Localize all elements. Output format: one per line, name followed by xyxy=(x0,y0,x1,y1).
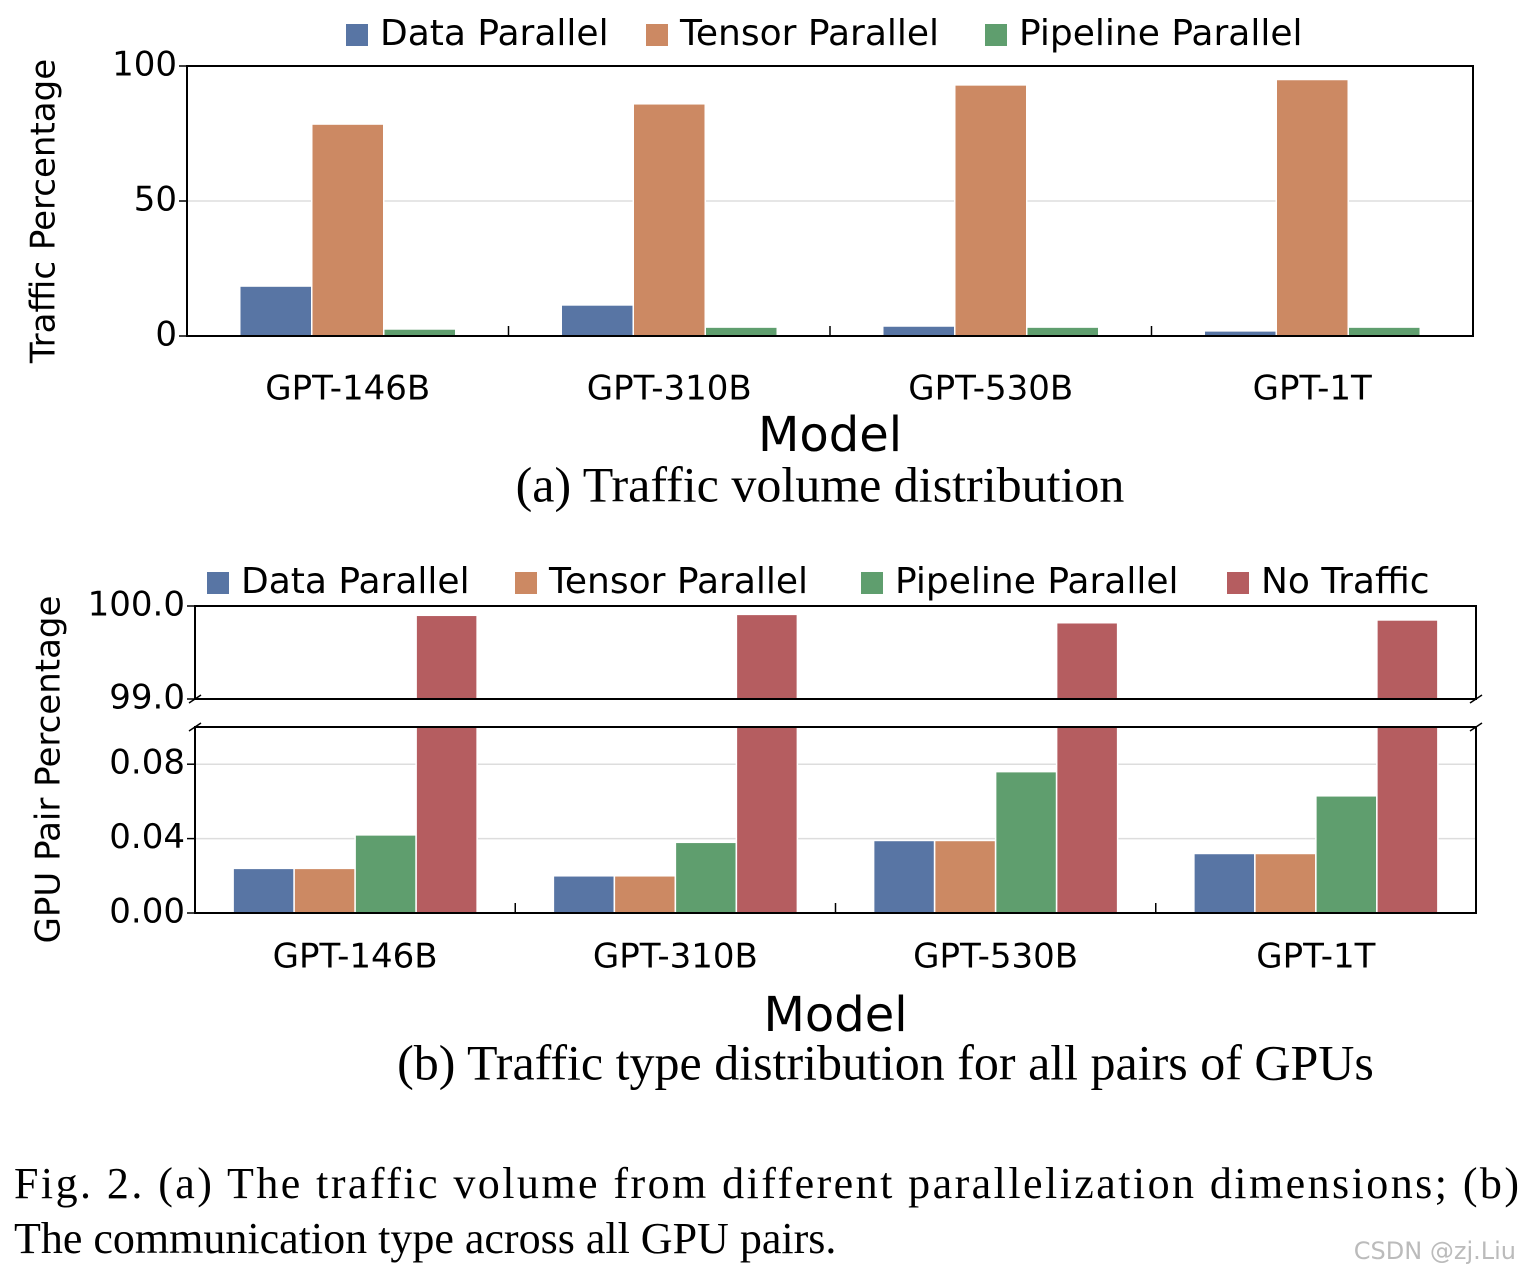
bar xyxy=(1347,326,1421,336)
y-tick-label: 0.00 xyxy=(109,892,185,932)
bar xyxy=(933,839,997,913)
legend-swatch xyxy=(861,572,883,594)
x-axis-label: Model xyxy=(763,987,907,1043)
bar xyxy=(882,325,956,336)
plot-frame xyxy=(194,605,1477,700)
axis-break xyxy=(188,722,202,732)
bar xyxy=(1055,621,1119,699)
y-tick-label: 100 xyxy=(112,45,177,85)
y-tick-label: 100.0 xyxy=(88,585,185,625)
bar xyxy=(354,834,417,913)
legend-label: Tensor Parallel xyxy=(548,561,808,602)
bar xyxy=(704,326,778,336)
bar xyxy=(552,875,616,913)
legend-label: Data Parallel xyxy=(380,13,609,54)
x-tick-label: GPT-530B xyxy=(908,369,1073,409)
y-axis-label: Traffic Percentage xyxy=(24,59,64,364)
bar xyxy=(1376,619,1439,699)
y-tick-label: 0.08 xyxy=(109,743,185,783)
legend-swatch xyxy=(515,572,537,594)
bar xyxy=(994,770,1058,913)
legend-swatch xyxy=(985,24,1007,46)
legend-swatch xyxy=(1227,572,1249,594)
bar xyxy=(239,285,313,336)
axis-break xyxy=(1469,694,1483,704)
bar xyxy=(383,328,457,336)
axis-break xyxy=(188,694,202,704)
bar xyxy=(1254,852,1317,913)
caption-line: The communication type across all GPU pa… xyxy=(14,1214,836,1263)
legend-label: No Traffic xyxy=(1261,561,1430,602)
bar xyxy=(1376,727,1439,913)
bar xyxy=(954,84,1028,336)
x-tick-label: GPT-1T xyxy=(1253,369,1372,409)
bar xyxy=(872,839,936,913)
bar xyxy=(1275,78,1349,336)
bar xyxy=(560,304,634,336)
bar xyxy=(1055,727,1119,913)
x-tick-label: GPT-1T xyxy=(1256,937,1375,977)
bar xyxy=(415,614,478,699)
bar xyxy=(415,727,478,913)
legend-swatch xyxy=(346,24,368,46)
legend-label: Data Parallel xyxy=(241,561,470,602)
y-tick-label: 99.0 xyxy=(109,678,185,718)
watermark: CSDN @zj.Liu xyxy=(1354,1237,1516,1265)
legend-swatch xyxy=(207,572,229,594)
x-tick-label: GPT-146B xyxy=(273,937,438,977)
bar xyxy=(613,875,677,913)
legend-label: Pipeline Parallel xyxy=(895,561,1179,602)
subtitle: (b) Traffic type distribution for all pa… xyxy=(397,1034,1374,1090)
y-tick-label: 0 xyxy=(155,315,177,355)
bar xyxy=(232,867,295,913)
bar xyxy=(1026,326,1100,336)
bar xyxy=(632,103,706,336)
y-tick-label: 0.04 xyxy=(109,817,185,857)
subtitle: (a) Traffic volume distribution xyxy=(516,456,1125,512)
bar xyxy=(1193,852,1256,913)
legend-swatch xyxy=(646,24,668,46)
bar xyxy=(1315,795,1378,913)
y-tick-label: 50 xyxy=(134,180,177,220)
bar xyxy=(735,727,799,913)
bar xyxy=(735,613,799,699)
plot-frame xyxy=(186,65,1474,337)
x-tick-label: GPT-530B xyxy=(913,937,1078,977)
y-axis-label: GPU Pair Percentage xyxy=(29,596,69,944)
bar xyxy=(674,841,738,913)
x-tick-label: GPT-310B xyxy=(587,369,752,409)
axis-break xyxy=(1469,722,1483,732)
legend-label: Pipeline Parallel xyxy=(1019,13,1303,54)
bar xyxy=(293,867,356,913)
legend-label: Tensor Parallel xyxy=(679,13,939,54)
caption-line: Fig. 2. (a) The traffic volume from diff… xyxy=(14,1159,1519,1208)
x-tick-label: GPT-146B xyxy=(265,369,430,409)
bar xyxy=(311,123,385,336)
x-tick-label: GPT-310B xyxy=(593,937,758,977)
x-axis-label: Model xyxy=(758,407,902,463)
plot-frame xyxy=(194,726,1477,914)
